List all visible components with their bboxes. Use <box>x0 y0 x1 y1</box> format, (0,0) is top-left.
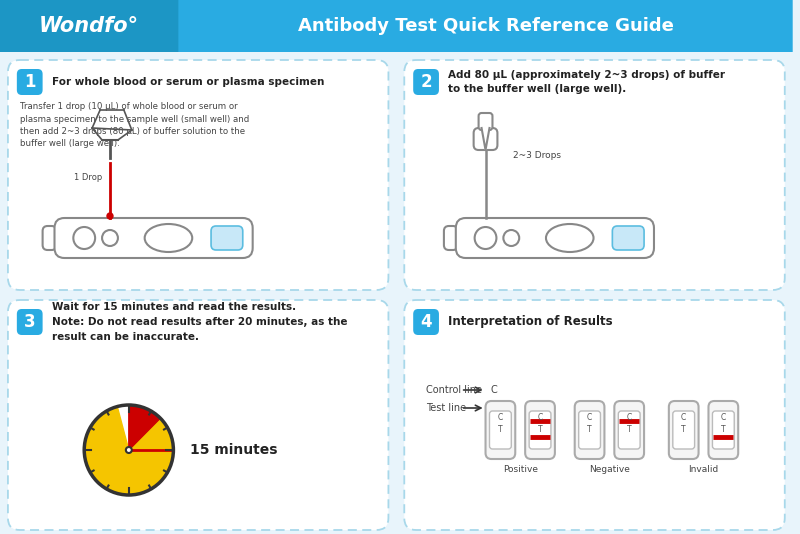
FancyBboxPatch shape <box>413 69 439 95</box>
Text: 1: 1 <box>24 73 35 91</box>
FancyBboxPatch shape <box>8 300 389 530</box>
Text: 4: 4 <box>420 313 432 331</box>
Text: 3: 3 <box>24 313 35 331</box>
Text: C: C <box>626 413 632 422</box>
FancyBboxPatch shape <box>673 411 694 449</box>
FancyBboxPatch shape <box>0 0 793 52</box>
FancyBboxPatch shape <box>456 218 654 258</box>
FancyBboxPatch shape <box>529 411 551 449</box>
FancyBboxPatch shape <box>444 226 458 250</box>
Text: Positive: Positive <box>502 465 538 474</box>
FancyBboxPatch shape <box>54 218 253 258</box>
Text: Test line: Test line <box>426 403 466 413</box>
FancyBboxPatch shape <box>490 411 511 449</box>
Text: T: T <box>538 425 542 434</box>
FancyBboxPatch shape <box>486 401 515 459</box>
FancyBboxPatch shape <box>8 60 389 290</box>
FancyBboxPatch shape <box>0 0 178 52</box>
Text: Antibody Test Quick Reference Guide: Antibody Test Quick Reference Guide <box>298 17 674 35</box>
Text: 2~3 Drops: 2~3 Drops <box>514 152 562 161</box>
Text: Negative: Negative <box>589 465 630 474</box>
Text: Invalid: Invalid <box>688 465 718 474</box>
Text: T: T <box>627 425 631 434</box>
Text: Wondfo°: Wondfo° <box>39 16 139 36</box>
Text: C: C <box>587 413 592 422</box>
Text: T: T <box>490 403 496 413</box>
Polygon shape <box>129 405 160 450</box>
Text: 15 minutes: 15 minutes <box>190 443 278 457</box>
Circle shape <box>74 227 95 249</box>
Text: C: C <box>490 385 498 395</box>
FancyBboxPatch shape <box>578 411 601 449</box>
Text: C: C <box>721 413 726 422</box>
Polygon shape <box>84 406 174 495</box>
Text: T: T <box>498 425 502 434</box>
FancyBboxPatch shape <box>574 401 605 459</box>
Text: T: T <box>721 425 726 434</box>
Text: Interpretation of Results: Interpretation of Results <box>448 316 613 328</box>
FancyBboxPatch shape <box>612 226 644 250</box>
Text: Wait for 15 minutes and read the results.
Note: Do not read results after 20 min: Wait for 15 minutes and read the results… <box>51 302 347 342</box>
FancyBboxPatch shape <box>404 60 785 290</box>
FancyBboxPatch shape <box>478 113 493 130</box>
FancyBboxPatch shape <box>17 69 42 95</box>
Text: Control line: Control line <box>426 385 482 395</box>
Text: 2: 2 <box>420 73 432 91</box>
Text: C: C <box>498 413 503 422</box>
Text: Add 80 μL (approximately 2~3 drops) of buffer
to the buffer well (large well).: Add 80 μL (approximately 2~3 drops) of b… <box>448 70 725 94</box>
Text: For whole blood or serum or plasma specimen: For whole blood or serum or plasma speci… <box>51 77 324 87</box>
Text: T: T <box>682 425 686 434</box>
FancyBboxPatch shape <box>618 411 640 449</box>
Polygon shape <box>482 128 490 150</box>
FancyBboxPatch shape <box>614 401 644 459</box>
Text: C: C <box>681 413 686 422</box>
FancyBboxPatch shape <box>525 401 555 459</box>
FancyBboxPatch shape <box>474 128 498 150</box>
FancyBboxPatch shape <box>404 300 785 530</box>
Text: C: C <box>538 413 542 422</box>
FancyBboxPatch shape <box>42 226 57 250</box>
Circle shape <box>474 227 497 249</box>
Circle shape <box>84 405 174 495</box>
Text: Transfer 1 drop (10 μL) of whole blood or serum or
plasma specimen to the sample: Transfer 1 drop (10 μL) of whole blood o… <box>20 102 249 148</box>
Circle shape <box>107 213 113 219</box>
FancyBboxPatch shape <box>413 309 439 335</box>
FancyBboxPatch shape <box>669 401 698 459</box>
Ellipse shape <box>145 224 192 252</box>
Text: T: T <box>587 425 592 434</box>
Circle shape <box>102 230 118 246</box>
Ellipse shape <box>546 224 594 252</box>
FancyBboxPatch shape <box>709 401 738 459</box>
Circle shape <box>503 230 519 246</box>
FancyBboxPatch shape <box>211 226 242 250</box>
Text: 1 Drop: 1 Drop <box>74 173 102 182</box>
FancyBboxPatch shape <box>713 411 734 449</box>
FancyBboxPatch shape <box>17 309 42 335</box>
Circle shape <box>126 447 132 453</box>
